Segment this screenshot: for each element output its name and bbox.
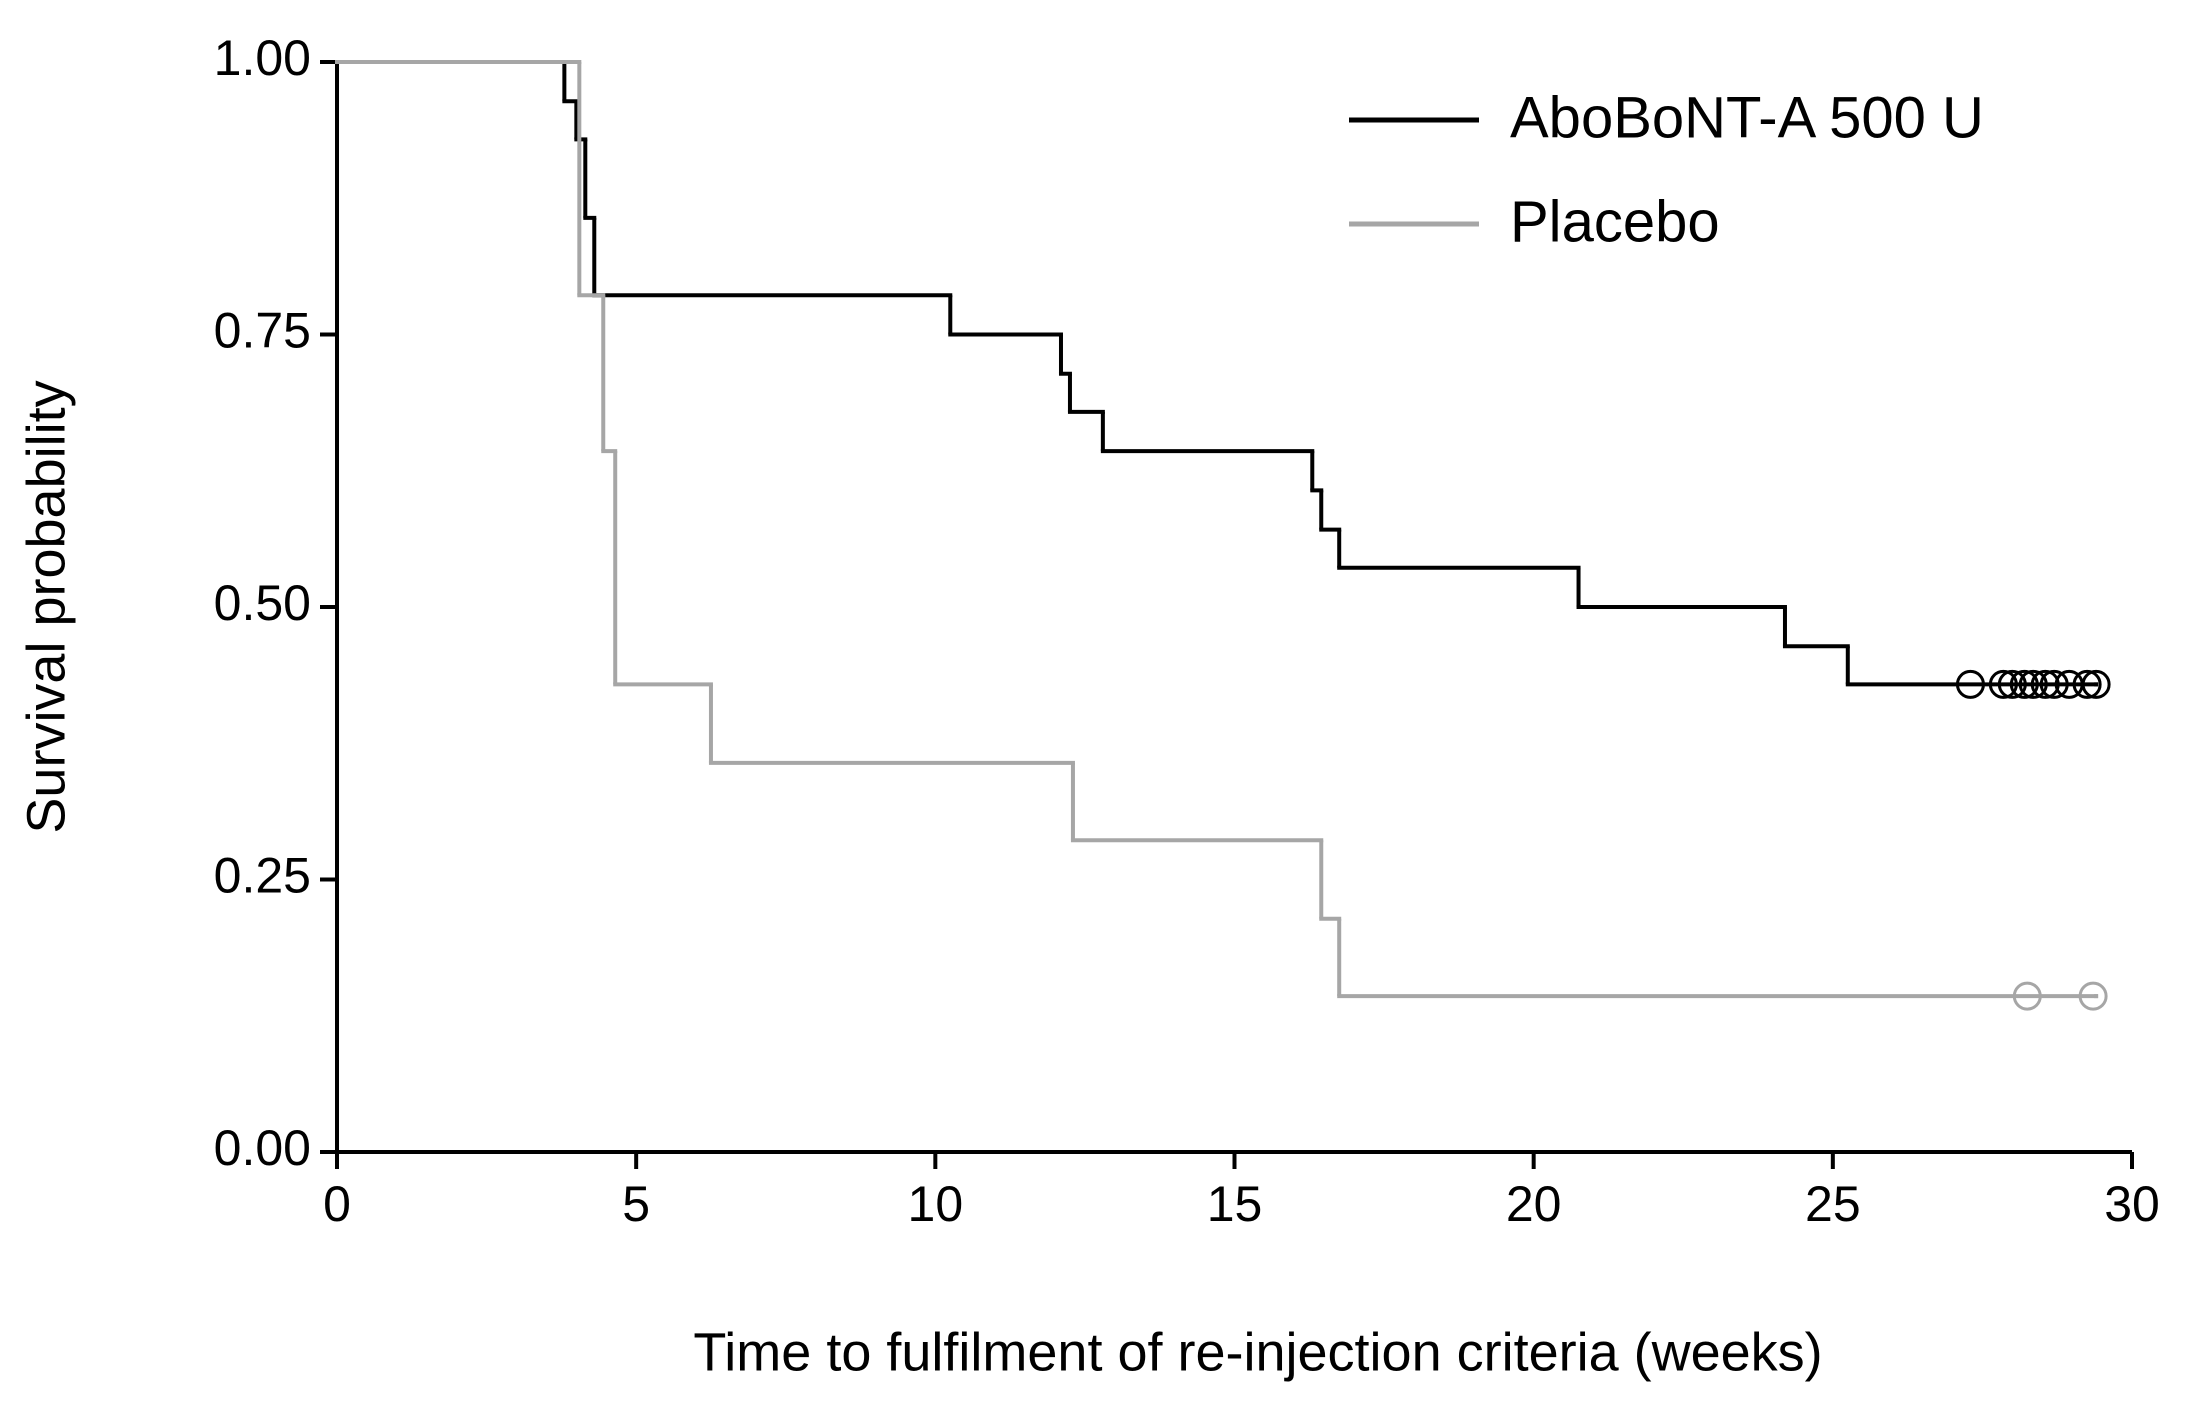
legend-label: AboBoNT-A 500 U: [1510, 85, 1984, 150]
y-tick-label: 0.25: [214, 848, 311, 904]
censor-mark: [2018, 669, 2048, 699]
censor-mark: [1955, 669, 1985, 699]
x-tick-label: 25: [1805, 1176, 1861, 1232]
x-axis-title: Time to fulfilment of re-injection crite…: [693, 1322, 1822, 1382]
censor-mark: [1988, 669, 2018, 699]
legend-label: Placebo: [1510, 189, 1720, 254]
censor-mark: [2039, 669, 2069, 699]
censor-mark: [2030, 669, 2060, 699]
x-tick-label: 15: [1207, 1176, 1263, 1232]
y-axis-title: Survival probability: [16, 380, 76, 833]
x-tick-label: 10: [908, 1176, 964, 1232]
censor-mark: [2081, 669, 2111, 699]
censor-mark: [2078, 981, 2108, 1011]
y-tick-label: 1.00: [214, 30, 311, 86]
x-tick-label: 20: [1506, 1176, 1562, 1232]
y-tick-label: 0.00: [214, 1120, 311, 1176]
censor-mark: [2009, 669, 2039, 699]
y-tick-label: 0.75: [214, 303, 311, 359]
x-tick-label: 0: [323, 1176, 351, 1232]
x-tick-label: 5: [622, 1176, 650, 1232]
censor-mark: [2072, 669, 2102, 699]
x-tick-label: 30: [2104, 1176, 2160, 1232]
censor-mark: [2012, 981, 2042, 1011]
censor-mark: [1997, 669, 2027, 699]
y-tick-label: 0.50: [214, 575, 311, 631]
